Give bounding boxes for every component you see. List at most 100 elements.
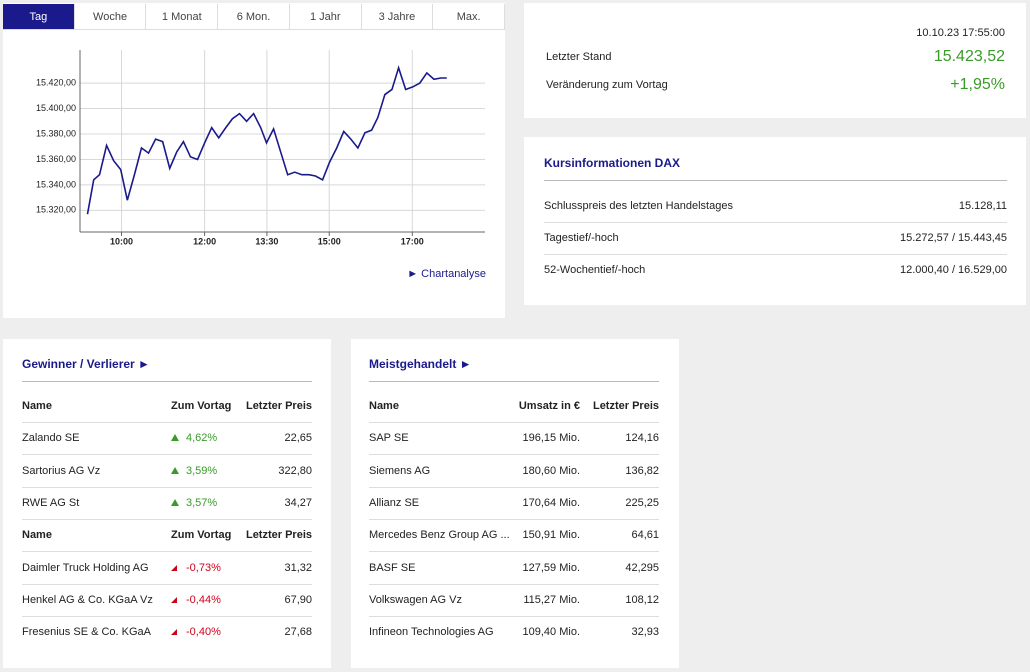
column-header: Umsatz in €: [518, 400, 580, 412]
most-traded-panel: [351, 339, 679, 668]
chart-panel: [3, 3, 505, 318]
change: -0,73%: [186, 561, 221, 574]
kursinfo-panel: [524, 137, 1026, 305]
column-header: Zum Vortag: [171, 529, 232, 542]
stock-name: Sartorius AG Vz: [22, 464, 101, 477]
turnover: 109,40 Mio.: [522, 626, 580, 639]
y-tick-label: 15.320,00: [36, 205, 76, 215]
trend-icon: [171, 498, 179, 506]
change: -0,40%: [186, 626, 221, 639]
separator: [369, 422, 659, 423]
trend-icon: [171, 466, 179, 474]
x-tick-label: 13:30: [255, 236, 278, 246]
section-title[interactable]: Gewinner / Verlierer ►: [22, 357, 150, 371]
change: 3,57%: [186, 496, 218, 509]
tab[interactable]: 3 Jahre: [361, 4, 434, 30]
price: 108,12: [625, 593, 659, 606]
separator: [369, 551, 659, 553]
stock-name: Henkel AG & Co. KGaA Vz: [22, 593, 153, 606]
quote-label: Letzter Stand: [546, 51, 612, 63]
section-title: Kursinformationen DAX: [544, 156, 681, 170]
column-header: Letzter Preis: [245, 400, 312, 412]
stock-name: Daimler Truck Holding AG: [22, 561, 149, 574]
stock-name: Zalando SE: [22, 432, 80, 445]
separator: [22, 381, 312, 382]
row-value: 15.272,57 / 15.443,45: [899, 232, 1007, 244]
turnover: 180,60 Mio.: [522, 464, 580, 477]
y-tick-label: 15.420,00: [36, 77, 76, 87]
turnover: 170,64 Mio.: [522, 496, 580, 509]
turnover: 196,15 Mio.: [522, 432, 580, 445]
price: 136,82: [625, 464, 659, 477]
price-line: [86, 65, 447, 215]
stock-name: Allianz SE: [369, 496, 420, 509]
row-value: 15.128,11: [958, 200, 1007, 212]
price: 34,27: [284, 496, 312, 509]
row-label: Tagestief/-hoch: [544, 232, 619, 244]
separator: [369, 615, 659, 617]
stock-name: BASF SE: [369, 561, 416, 574]
stock-name: SAP SE: [369, 432, 409, 445]
separator: [22, 486, 312, 488]
quote-value: +1,95%: [950, 76, 1005, 93]
price: 225,25: [625, 496, 659, 509]
price: 31,32: [284, 561, 312, 574]
change: 3,59%: [186, 464, 218, 477]
column-header: Name: [369, 400, 399, 412]
separator: [22, 454, 312, 456]
change: 4,62%: [186, 432, 218, 445]
tab[interactable]: 1 Jahr: [289, 4, 362, 30]
turnover: 115,27 Mio.: [523, 593, 580, 606]
separator: [369, 381, 659, 382]
row-label: 52-Wochentief/-hoch: [544, 264, 646, 276]
gainers-panel: [3, 339, 331, 668]
y-tick-label: 15.380,00: [36, 128, 76, 138]
section-title[interactable]: Meistgehandelt ►: [369, 357, 472, 371]
chart-link[interactable]: ► Chartanalyse: [407, 268, 486, 280]
tab[interactable]: Woche: [74, 4, 147, 30]
trend-icon: [171, 434, 179, 442]
separator: [22, 422, 312, 423]
turnover: 127,59 Mio.: [522, 561, 580, 574]
stock-name: Volkswagen AG Vz: [369, 593, 462, 606]
stock-name: RWE AG St: [22, 496, 80, 509]
column-header: Name: [22, 529, 52, 542]
trend-icon: [171, 564, 177, 571]
separator: [544, 180, 1007, 181]
separator: [369, 454, 659, 456]
tab[interactable]: 1 Monat: [146, 4, 219, 30]
price: 64,61: [631, 529, 659, 542]
x-tick-label: 15:00: [318, 236, 341, 246]
separator: [22, 551, 312, 553]
price: 27,68: [284, 626, 312, 639]
tab[interactable]: 6 Mon.: [218, 4, 290, 30]
tab[interactable]: Tag: [3, 4, 75, 30]
separator: [369, 583, 659, 585]
stock-name: Siemens AG: [369, 464, 431, 477]
separator: [22, 615, 312, 617]
column-header: Letzter Preis: [245, 529, 312, 542]
row-value: 12.000,40 / 16.529,00: [899, 264, 1007, 276]
tab-bar: Tag Woche 1 Monat 6 Mon. 1 Jahr 3 Jahre Max.: [3, 4, 506, 30]
column-header: Letzter Preis: [592, 400, 659, 412]
separator: [22, 583, 312, 585]
stock-name: Mercedes Benz Group AG ...: [369, 529, 510, 542]
x-tick-label: 10:00: [110, 236, 133, 246]
change: -0,44%: [186, 593, 221, 606]
tab[interactable]: Max.: [433, 4, 506, 30]
quote-label: Veränderung zum Vortag: [546, 79, 668, 91]
stock-name: Fresenius SE & Co. KGaA: [22, 626, 151, 639]
price: 322,80: [278, 464, 312, 477]
price: 124,16: [625, 432, 659, 445]
quote-value: 15.423,52: [933, 48, 1005, 65]
separator: [544, 222, 1007, 223]
x-tick-label: 12:00: [193, 236, 216, 246]
stock-name: Infineon Technologies AG: [369, 626, 494, 639]
column-header: Name: [22, 400, 52, 412]
price: 67,90: [284, 593, 312, 606]
price: 42,295: [625, 561, 659, 574]
x-tick-label: 17:00: [401, 236, 424, 246]
row-label: Schlusspreis des letzten Handelstages: [544, 200, 733, 212]
column-header: Zum Vortag: [171, 400, 232, 412]
